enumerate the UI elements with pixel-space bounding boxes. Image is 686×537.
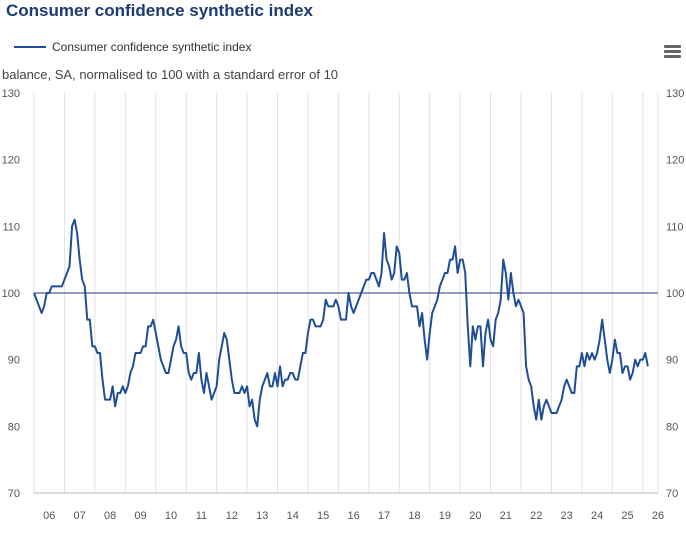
y-tick-label-left: 130	[2, 88, 20, 100]
x-axis: 06 07 08 09 10 11 12 13 14 15 16 17 18 19 20 21 22 23 24 25…	[43, 510, 664, 522]
y-axis-right: 70 80 90 100 110 120 130	[666, 88, 684, 500]
x-tick-label: 09	[134, 510, 146, 522]
y-tick-label-left: 120	[2, 155, 20, 167]
x-tick-label: 22	[530, 510, 542, 522]
x-tick-label: 13	[256, 510, 268, 522]
chart-title: Consumer confidence synthetic index	[6, 1, 314, 20]
x-tick-label: 10	[165, 510, 177, 522]
x-tick-label: 21	[500, 510, 512, 522]
x-tick-label: 24	[591, 510, 603, 522]
y-tick-label-right: 130	[666, 88, 684, 100]
y-tick-label-right: 110	[666, 221, 684, 233]
y-tick-label-left: 80	[8, 421, 20, 433]
y-tick-label-left: 100	[2, 288, 20, 300]
x-tick-label: 25	[621, 510, 633, 522]
x-tick-label: 26	[652, 510, 664, 522]
y-tick-label-right: 100	[666, 288, 684, 300]
x-tick-label: 08	[104, 510, 116, 522]
x-tick-label: 16	[347, 510, 359, 522]
legend-label: Consumer confidence synthetic index	[52, 40, 252, 54]
hamburger-menu-icon[interactable]	[664, 45, 681, 59]
legend-item[interactable]: Consumer confidence synthetic index	[14, 40, 251, 54]
x-tick-label: 15	[317, 510, 329, 522]
x-tick-label: 12	[226, 510, 238, 522]
x-tick-label: 11	[196, 510, 207, 522]
x-tick-label: 23	[561, 510, 573, 522]
x-tick-label: 07	[74, 510, 86, 522]
x-tick-label: 14	[287, 510, 299, 522]
series-line	[33, 218, 649, 428]
y-tick-label-right: 120	[666, 155, 684, 167]
x-tick-label: 17	[378, 510, 390, 522]
y-tick-label-left: 90	[8, 355, 20, 367]
x-tick-label: 06	[43, 510, 55, 522]
x-tick-label: 18	[408, 510, 420, 522]
y-tick-label-left: 110	[2, 221, 20, 233]
x-tick-label: 20	[469, 510, 481, 522]
x-tick-label: 19	[439, 510, 451, 522]
legend-swatch	[14, 46, 46, 48]
y-tick-label-right: 80	[666, 421, 678, 433]
y-tick-label-left: 70	[8, 488, 20, 500]
y-tick-label-right: 90	[666, 355, 678, 367]
y-axis-left: 70 80 90 100 110 120 130	[2, 88, 20, 500]
y-tick-label-right: 70	[666, 488, 678, 500]
series-group	[33, 218, 649, 428]
chart-subtitle: balance, SA, normalised to 100 with a st…	[2, 67, 339, 82]
